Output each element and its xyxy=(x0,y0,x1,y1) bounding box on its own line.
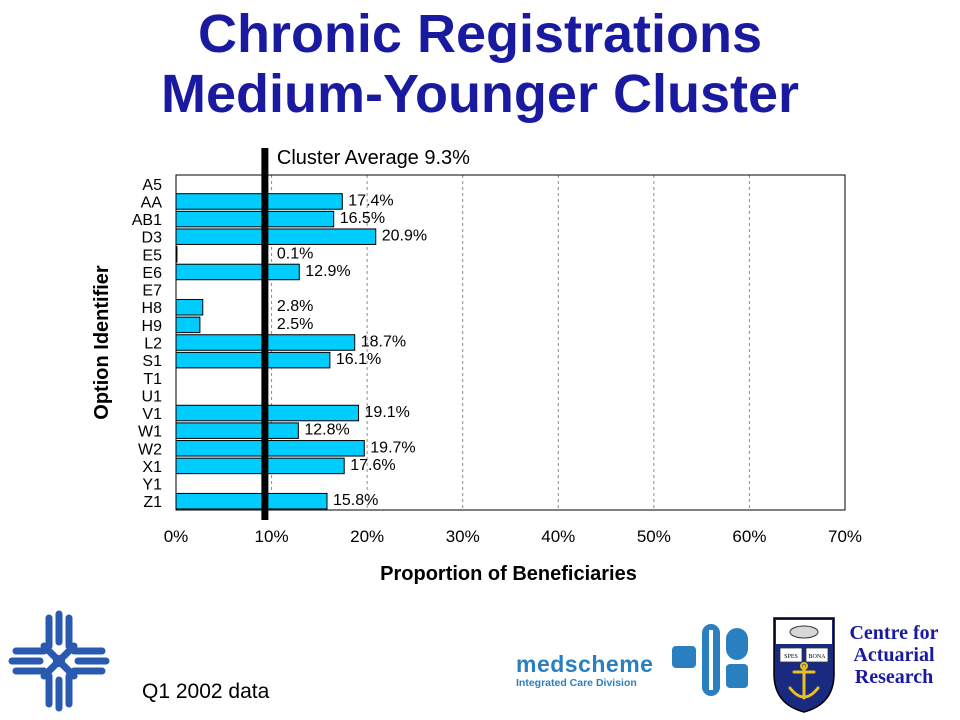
crest-motto-left: SPES xyxy=(784,654,798,660)
category-label: V1 xyxy=(142,406,162,423)
crest-motto-right: BONA xyxy=(808,654,826,660)
x-tick-label: 50% xyxy=(637,527,671,546)
y-axis-title: Option Identifier xyxy=(91,265,113,420)
category-label: H9 xyxy=(142,318,163,335)
category-label: Y1 xyxy=(142,477,162,494)
category-label: E6 xyxy=(142,265,162,282)
value-label: 18.7% xyxy=(361,334,406,351)
value-label: 2.5% xyxy=(277,316,313,333)
bar-E5 xyxy=(175,246,178,263)
medscheme-symbol-icon xyxy=(672,624,748,696)
value-label: 0.1% xyxy=(277,245,313,262)
value-label: 17.6% xyxy=(350,457,395,474)
bar-AA xyxy=(175,193,343,210)
category-label: U1 xyxy=(142,388,163,405)
category-label: AB1 xyxy=(132,212,162,229)
centre-line-2: Actuarial xyxy=(853,644,935,666)
category-label: T1 xyxy=(143,371,162,388)
category-label: W2 xyxy=(138,441,162,458)
slide-title: Chronic Registrations Medium-Younger Clu… xyxy=(0,4,960,124)
bar-chart: A5AAAB1D3E5E6E7H8H9L2S1T1U1V1W1W2X1Y1Z1 … xyxy=(91,147,862,585)
footer-note: Q1 2002 data xyxy=(142,680,270,703)
category-label: E5 xyxy=(142,247,162,264)
value-label: 16.5% xyxy=(340,210,385,227)
category-label: W1 xyxy=(138,424,162,441)
centre-line-3: Research xyxy=(854,666,934,688)
medscheme-logo: medscheme Integrated Care Division xyxy=(516,652,653,690)
x-tick-label: 20% xyxy=(350,527,384,546)
category-label: X1 xyxy=(142,459,162,476)
value-label: 2.8% xyxy=(277,298,313,315)
category-label: Z1 xyxy=(143,494,162,511)
x-tick-label: 10% xyxy=(255,527,289,546)
bar-W2 xyxy=(175,440,365,457)
category-label: L2 xyxy=(144,336,162,353)
value-label: 19.7% xyxy=(370,439,415,456)
cluster-average-label: Cluster Average 9.3% xyxy=(277,147,470,169)
centre-for-actuarial-research-label: Centre for Actuarial Research xyxy=(836,622,952,688)
x-tick-label: 60% xyxy=(732,527,766,546)
bar-D3 xyxy=(175,228,377,245)
x-tick-label: 0% xyxy=(164,527,189,546)
x-tick-label: 30% xyxy=(446,527,480,546)
university-crest-icon: SPES BONA xyxy=(773,617,835,713)
title-line-1: Chronic Registrations xyxy=(197,4,763,64)
category-label: AA xyxy=(141,194,163,211)
category-label: D3 xyxy=(142,230,163,247)
x-tick-labels: 0% 10% 20% 30% 40% 50% 60% 70% xyxy=(164,527,862,546)
x-tick-label: 70% xyxy=(828,527,862,546)
value-label: 16.1% xyxy=(336,351,381,368)
category-label: A5 xyxy=(142,177,162,194)
cross-network-logo xyxy=(8,610,110,712)
category-label: H8 xyxy=(142,300,163,317)
value-label: 17.4% xyxy=(348,192,393,209)
value-label: 20.9% xyxy=(382,228,427,245)
value-labels: 17.4%16.5%20.9% 0.1%12.9% 2.8%2.5% 18.7%16.… xyxy=(277,192,427,509)
x-axis-title: Proportion of Beneficiaries xyxy=(380,563,637,585)
bar-X1 xyxy=(175,457,345,475)
bar-H8 xyxy=(175,298,204,316)
medscheme-name: medscheme xyxy=(516,651,654,677)
value-label: 15.8% xyxy=(333,492,378,509)
bar-Z1 xyxy=(175,492,328,510)
value-label: 12.8% xyxy=(304,422,349,439)
title-line-2: Medium-Younger Cluster xyxy=(160,64,800,124)
bar-H9 xyxy=(175,316,201,334)
bar-S1 xyxy=(175,351,331,369)
category-label: E7 xyxy=(142,283,162,300)
category-label: S1 xyxy=(142,353,162,370)
medscheme-division: Integrated Care Division xyxy=(516,677,637,689)
bar-AB1 xyxy=(175,210,335,228)
value-label: 19.1% xyxy=(365,404,410,421)
x-tick-label: 40% xyxy=(541,527,575,546)
bar-W1 xyxy=(175,422,299,439)
centre-line-1: Centre for xyxy=(849,622,939,644)
value-label: 12.9% xyxy=(305,263,350,280)
bar-E6 xyxy=(175,263,300,281)
